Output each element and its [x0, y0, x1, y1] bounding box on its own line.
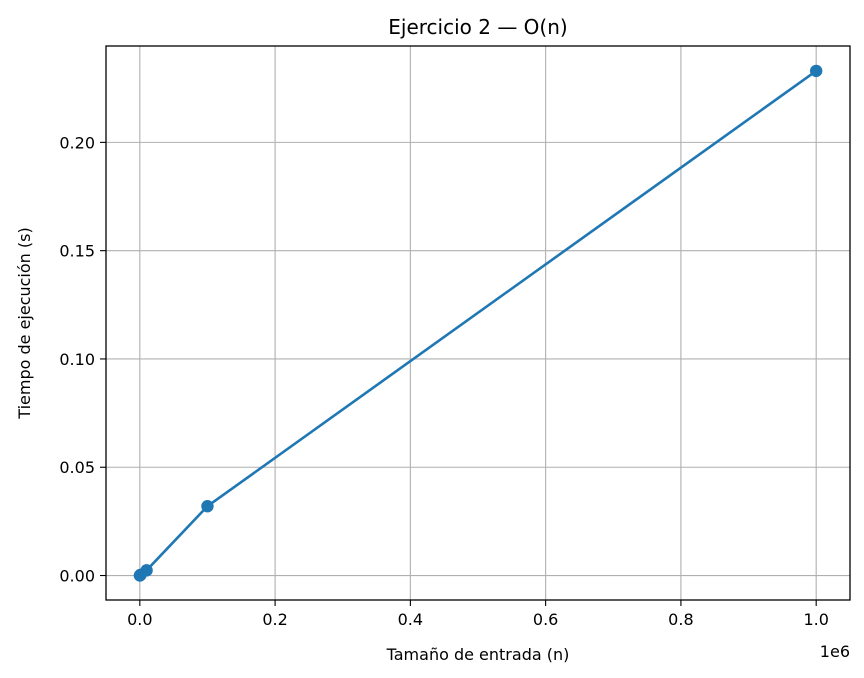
series-layer — [133, 64, 823, 582]
y-tick-label: 0.20 — [59, 133, 95, 152]
x-axis-label: Tamaño de entrada (n) — [386, 645, 570, 664]
data-point — [140, 564, 153, 577]
x-tick-label: 0.8 — [668, 610, 693, 629]
chart-title: Ejercicio 2 — O(n) — [388, 15, 567, 39]
x-tick-label: 0.6 — [533, 610, 558, 629]
x-tick-label: 1.0 — [803, 610, 828, 629]
y-tick-label: 0.00 — [59, 567, 95, 586]
grid — [106, 46, 850, 600]
y-tick-label: 0.10 — [59, 350, 95, 369]
y-axis: 0.00 0.05 0.10 0.15 0.20 — [59, 133, 106, 586]
x-axis: 0.0 0.2 0.4 0.6 0.8 1.0 — [127, 600, 829, 629]
x-tick-label: 0.2 — [262, 610, 287, 629]
y-axis-label: Tiempo de ejecución (s) — [15, 227, 34, 419]
x-tick-label: 0.0 — [127, 610, 152, 629]
plot-frame — [105, 45, 851, 601]
data-point — [809, 64, 823, 78]
data-point — [201, 500, 214, 513]
y-tick-label: 0.15 — [59, 242, 95, 261]
y-tick-label: 0.05 — [59, 458, 95, 477]
x-offset-label: 1e6 — [820, 642, 850, 661]
x-tick-label: 0.4 — [398, 610, 423, 629]
